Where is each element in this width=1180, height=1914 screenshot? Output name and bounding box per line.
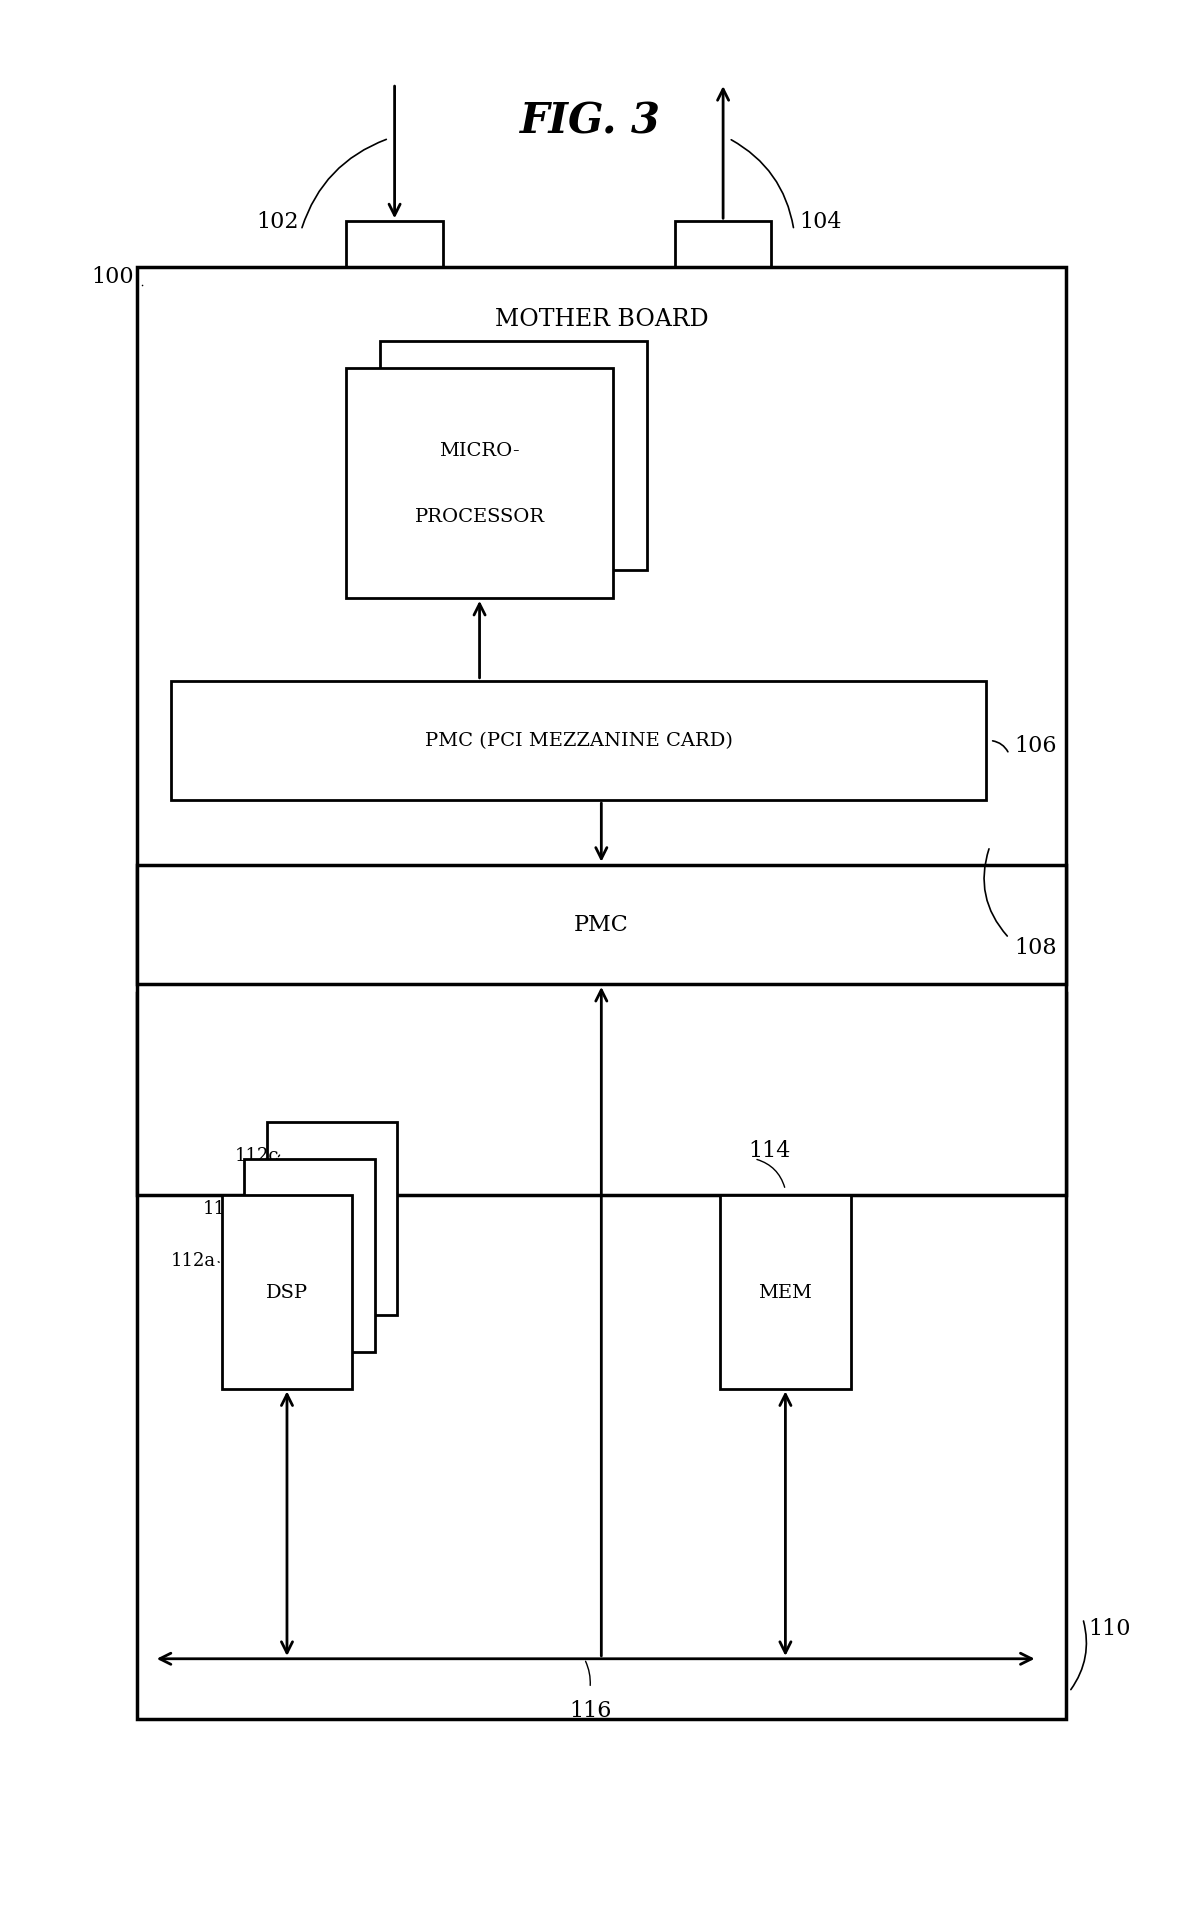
Bar xyxy=(720,1196,851,1390)
Text: 112c: 112c xyxy=(235,1146,278,1164)
Text: MOTHER BOARD: MOTHER BOARD xyxy=(494,308,708,331)
Text: MICRO-: MICRO- xyxy=(439,442,520,459)
Text: 114: 114 xyxy=(748,1139,791,1162)
Bar xyxy=(137,865,1066,984)
Text: 110: 110 xyxy=(1088,1617,1130,1638)
Bar xyxy=(347,222,442,323)
Text: 112a: 112a xyxy=(171,1252,216,1269)
Bar xyxy=(137,993,1066,1719)
Text: 112b: 112b xyxy=(203,1200,249,1217)
Text: 104: 104 xyxy=(800,211,843,234)
Text: MEM: MEM xyxy=(759,1284,812,1302)
Bar xyxy=(137,268,1066,1196)
Bar xyxy=(347,369,612,599)
Bar xyxy=(267,1122,398,1315)
Bar xyxy=(675,222,772,323)
Text: 100: 100 xyxy=(92,266,135,289)
Text: 108: 108 xyxy=(1015,936,1057,959)
Text: 106: 106 xyxy=(1015,735,1057,756)
Bar xyxy=(222,1196,352,1390)
Text: 116: 116 xyxy=(569,1700,611,1721)
Text: DSP: DSP xyxy=(266,1284,308,1302)
Text: PMC (PCI MEZZANINE CARD): PMC (PCI MEZZANINE CARD) xyxy=(425,733,733,750)
Bar xyxy=(171,681,986,800)
Text: PMC: PMC xyxy=(573,913,629,936)
Text: FIG. 3: FIG. 3 xyxy=(519,100,661,142)
Bar xyxy=(244,1160,375,1351)
Bar xyxy=(380,341,647,570)
Text: 102: 102 xyxy=(256,211,299,234)
Text: PROCESSOR: PROCESSOR xyxy=(414,507,545,526)
